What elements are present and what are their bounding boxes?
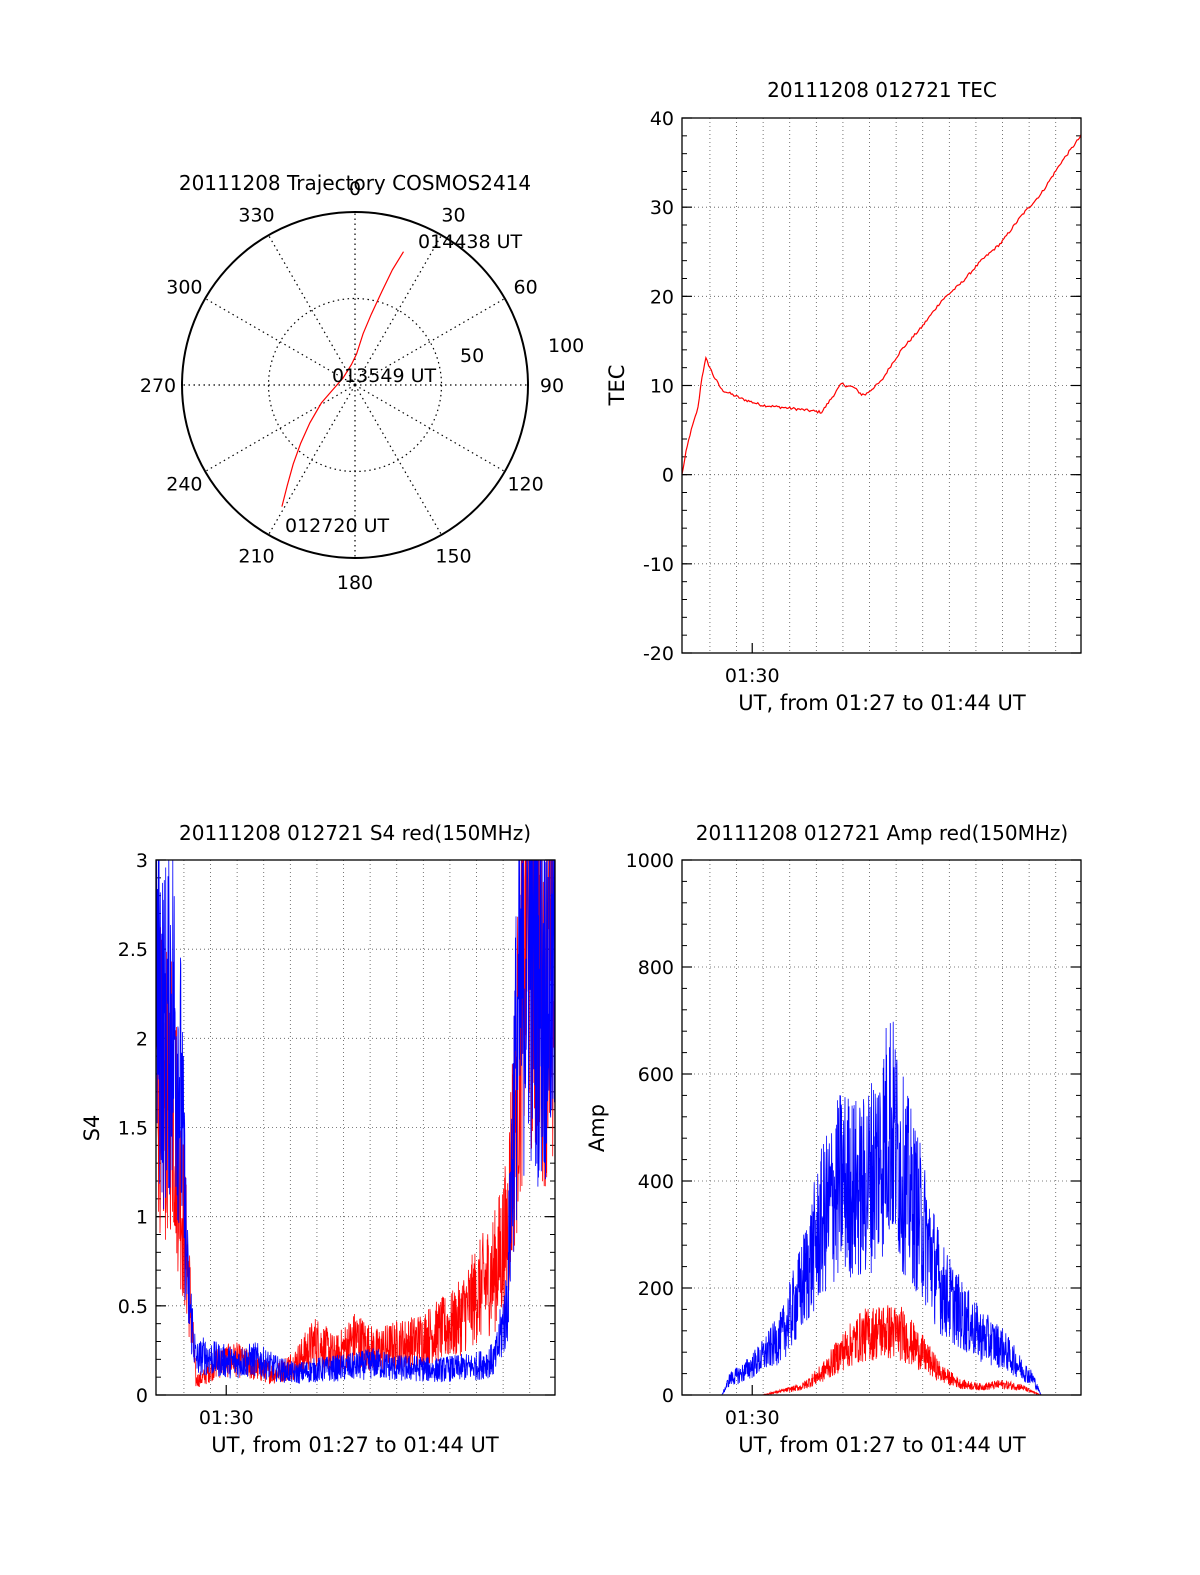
series-line-red: [155, 859, 556, 1388]
polar-angle-label: 180: [337, 572, 373, 594]
polar-outer-ring: [181, 211, 529, 559]
polar-spoke: [354, 384, 443, 536]
amp-x-tick-label: 01:30: [725, 1407, 780, 1429]
polar-radius-label-100: 100: [548, 335, 584, 357]
polar-angle-labels: 0 30 60 90 120 150 180 210 240 270 300 330: [140, 178, 564, 594]
polar-trajectory-chart: 20111208 Trajectory COSMOS2414 0 30 60 90 12…: [140, 171, 584, 594]
annotation-mid-time: 013549 UT: [332, 365, 436, 387]
amp-x-axis-label: UT, from 01:27 to 01:44 UT: [738, 1433, 1026, 1457]
polar-spoke: [204, 384, 356, 473]
y-tick-label: 400: [638, 1171, 674, 1193]
polar-spoke: [267, 384, 356, 536]
polar-angle-label: 120: [507, 474, 543, 496]
tec-grid: [682, 118, 1081, 653]
trajectory-line: [281, 251, 405, 507]
y-tick-label: 800: [638, 957, 674, 979]
y-tick-label: 600: [638, 1064, 674, 1086]
polar-angle-label: 270: [140, 375, 176, 397]
y-tick-label: 0: [662, 1385, 674, 1407]
s4-series: [155, 859, 556, 1388]
y-tick-label: 200: [638, 1278, 674, 1300]
amp-series: [682, 1021, 1081, 1396]
series-line-blue: [155, 859, 556, 1384]
polar-spoke: [354, 297, 506, 386]
s4-plot-frame: [155, 859, 556, 1396]
y-tick-label: 1: [136, 1207, 148, 1229]
y-tick-label: -20: [643, 643, 674, 665]
amp-grid: [682, 860, 1081, 1395]
polar-title: 20111208 Trajectory COSMOS2414: [179, 171, 531, 195]
polar-spoke: [204, 297, 356, 386]
polar-spoke: [267, 234, 356, 386]
s4-grid: [156, 860, 555, 1395]
s4-y-axis-label: S4: [80, 1115, 104, 1142]
tec-tick-marks: [682, 117, 1081, 654]
series-line-blue: [682, 1021, 1081, 1396]
polar-radius-label-50: 50: [460, 345, 484, 367]
annotation-start-time: 012720 UT: [285, 515, 389, 537]
polar-angle-label: 210: [238, 546, 274, 568]
y-tick-label: 0.5: [118, 1296, 148, 1318]
tec-y-tick-labels: -20 -10 0 10 20 30 40: [643, 108, 674, 665]
amp-y-axis-label: Amp: [585, 1104, 609, 1152]
y-tick-label: 3: [136, 850, 148, 872]
tec-chart: 20111208 012721 TEC -20 -10 0 10 20 30 40 01:3…: [605, 78, 1082, 715]
s4-title: 20111208 012721 S4 red(150MHz): [179, 821, 531, 845]
y-tick-label: 1.5: [118, 1118, 148, 1140]
y-tick-label: 40: [650, 108, 674, 130]
tec-x-axis-label: UT, from 01:27 to 01:44 UT: [738, 691, 1026, 715]
y-tick-label: 0: [136, 1385, 148, 1407]
annotation-end-time: 014438 UT: [418, 231, 522, 253]
y-tick-label: 2.5: [118, 939, 148, 961]
amp-title: 20111208 012721 Amp red(150MHz): [696, 821, 1068, 845]
amp-plot-frame: [681, 859, 1082, 1396]
y-tick-label: 0: [662, 465, 674, 487]
polar-angle-label: 60: [514, 277, 538, 299]
amp-y-tick-labels: 0 200 400 600 800 1000: [626, 850, 674, 1407]
y-tick-label: 2: [136, 1028, 148, 1050]
amp-chart: 20111208 012721 Amp red(150MHz) 0 200 400 6…: [585, 821, 1082, 1457]
tec-title: 20111208 012721 TEC: [767, 78, 997, 102]
y-tick-label: 30: [650, 197, 674, 219]
y-tick-label: 10: [650, 376, 674, 398]
y-tick-label: 20: [650, 286, 674, 308]
tec-x-tick-label: 01:30: [725, 665, 780, 687]
s4-x-axis-label: UT, from 01:27 to 01:44 UT: [211, 1433, 499, 1457]
polar-angle-label: 240: [166, 474, 202, 496]
s4-y-tick-labels: 0 0.5 1 1.5 2 2.5 3: [118, 850, 148, 1407]
y-tick-label: 1000: [626, 850, 674, 872]
polar-spoke: [354, 384, 506, 473]
series-line-red: [681, 134, 1082, 475]
polar-spoke: [354, 234, 443, 386]
polar-angle-label: 90: [540, 375, 564, 397]
tec-plot-frame: [681, 117, 1082, 654]
polar-angle-label: 30: [441, 204, 465, 226]
polar-angle-label: 330: [238, 204, 274, 226]
polar-angle-label: 300: [166, 277, 202, 299]
polar-grid: [182, 212, 528, 558]
tec-series: [681, 134, 1082, 475]
s4-x-tick-label: 01:30: [199, 1407, 254, 1429]
s4-chart: 20111208 012721 S4 red(150MHz) 0 0.5 1 1.5 2…: [80, 821, 556, 1457]
tec-y-axis-label: TEC: [605, 365, 629, 407]
polar-angle-label: 150: [435, 546, 471, 568]
polar-angle-label: 0: [349, 178, 361, 200]
y-tick-label: -10: [643, 554, 674, 576]
